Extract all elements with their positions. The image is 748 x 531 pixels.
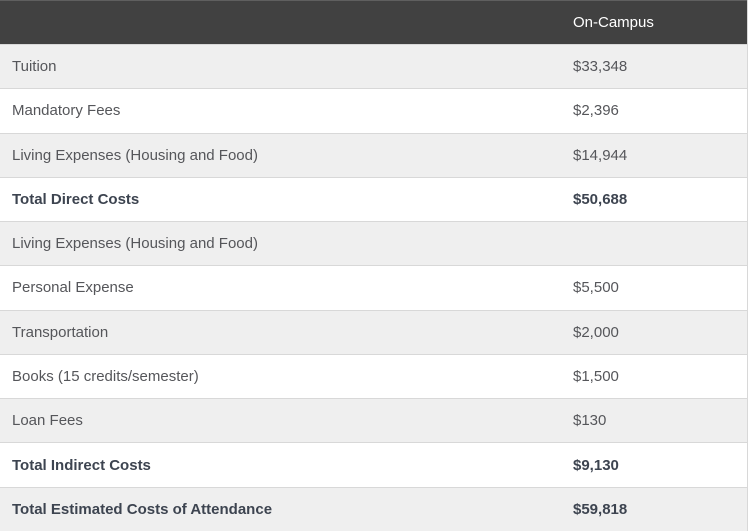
row-value: $9,130 bbox=[573, 456, 619, 474]
row-value: $59,818 bbox=[573, 500, 628, 518]
header-on-campus-cell: On-Campus bbox=[573, 14, 654, 31]
row-label: Living Expenses (Housing and Food) bbox=[12, 146, 258, 164]
row-value: $33,348 bbox=[573, 58, 628, 76]
table-row: Total Direct Costs $50,688 bbox=[0, 176, 747, 222]
row-value: $2,000 bbox=[573, 323, 619, 341]
row-value: $2,396 bbox=[573, 102, 619, 120]
table-row: Loan Fees $130 bbox=[0, 398, 747, 443]
table-row: Living Expenses (Housing and Food) bbox=[0, 221, 747, 266]
table-row: Total Estimated Costs of Attendance $59,… bbox=[0, 486, 747, 531]
row-label: Personal Expense bbox=[12, 279, 134, 297]
table-row: Living Expenses (Housing and Food) $14,9… bbox=[0, 132, 747, 177]
row-value: $50,688 bbox=[573, 190, 628, 208]
row-label: Living Expenses (Housing and Food) bbox=[12, 235, 258, 253]
row-label: Loan Fees bbox=[12, 412, 83, 430]
table-row: Books (15 credits/semester) $1,500 bbox=[0, 353, 747, 399]
row-value: $5,500 bbox=[573, 279, 619, 297]
table-row: Personal Expense $5,500 bbox=[0, 265, 747, 310]
table-body: Tuition $33,348 Mandatory Fees $2,396 Li… bbox=[0, 44, 747, 531]
row-label: Mandatory Fees bbox=[12, 102, 121, 120]
header-label-cell bbox=[0, 1, 561, 44]
row-value: $14,944 bbox=[573, 146, 628, 164]
table-row: Mandatory Fees $2,396 bbox=[0, 88, 747, 133]
row-label: Total Direct Costs bbox=[12, 190, 140, 208]
table-row: Total Indirect Costs $9,130 bbox=[0, 442, 747, 487]
row-label: Total Estimated Costs of Attendance bbox=[12, 500, 273, 518]
row-value: $130 bbox=[573, 412, 607, 430]
row-label: Transportation bbox=[12, 323, 109, 341]
table-header-row: On-Campus bbox=[0, 0, 747, 44]
row-value: $1,500 bbox=[573, 367, 619, 385]
row-value bbox=[561, 222, 747, 265]
row-label: Total Indirect Costs bbox=[12, 456, 151, 474]
row-label: Books (15 credits/semester) bbox=[12, 367, 199, 385]
row-label: Tuition bbox=[12, 58, 57, 76]
table-row: Tuition $33,348 bbox=[0, 44, 747, 89]
table-row: Transportation $2,000 bbox=[0, 309, 747, 354]
